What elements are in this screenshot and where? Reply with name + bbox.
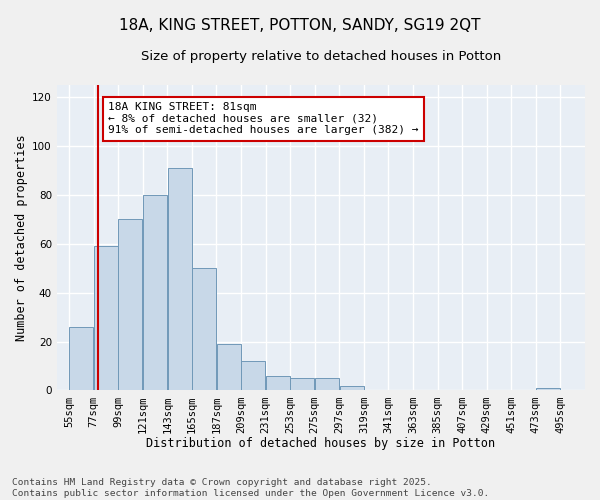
Bar (94, 246, 118, 390)
Bar (290, 378, 314, 390)
Bar (536, 388, 560, 390)
Bar (217, 344, 241, 391)
Bar (143, 195, 167, 390)
Bar (266, 376, 290, 390)
Bar (315, 378, 339, 390)
X-axis label: Distribution of detached houses by size in Potton: Distribution of detached houses by size … (146, 437, 496, 450)
Bar (192, 268, 216, 390)
Bar (167, 168, 191, 390)
Bar (70, 327, 94, 390)
Bar (340, 386, 364, 390)
Bar (118, 220, 142, 390)
Text: Contains HM Land Registry data © Crown copyright and database right 2025.
Contai: Contains HM Land Registry data © Crown c… (12, 478, 489, 498)
Text: 18A KING STREET: 81sqm
← 8% of detached houses are smaller (32)
91% of semi-deta: 18A KING STREET: 81sqm ← 8% of detached … (108, 102, 419, 136)
Text: 18A, KING STREET, POTTON, SANDY, SG19 2QT: 18A, KING STREET, POTTON, SANDY, SG19 2Q… (119, 18, 481, 32)
Title: Size of property relative to detached houses in Potton: Size of property relative to detached ho… (141, 50, 501, 63)
Y-axis label: Number of detached properties: Number of detached properties (15, 134, 28, 341)
Bar (241, 361, 265, 390)
